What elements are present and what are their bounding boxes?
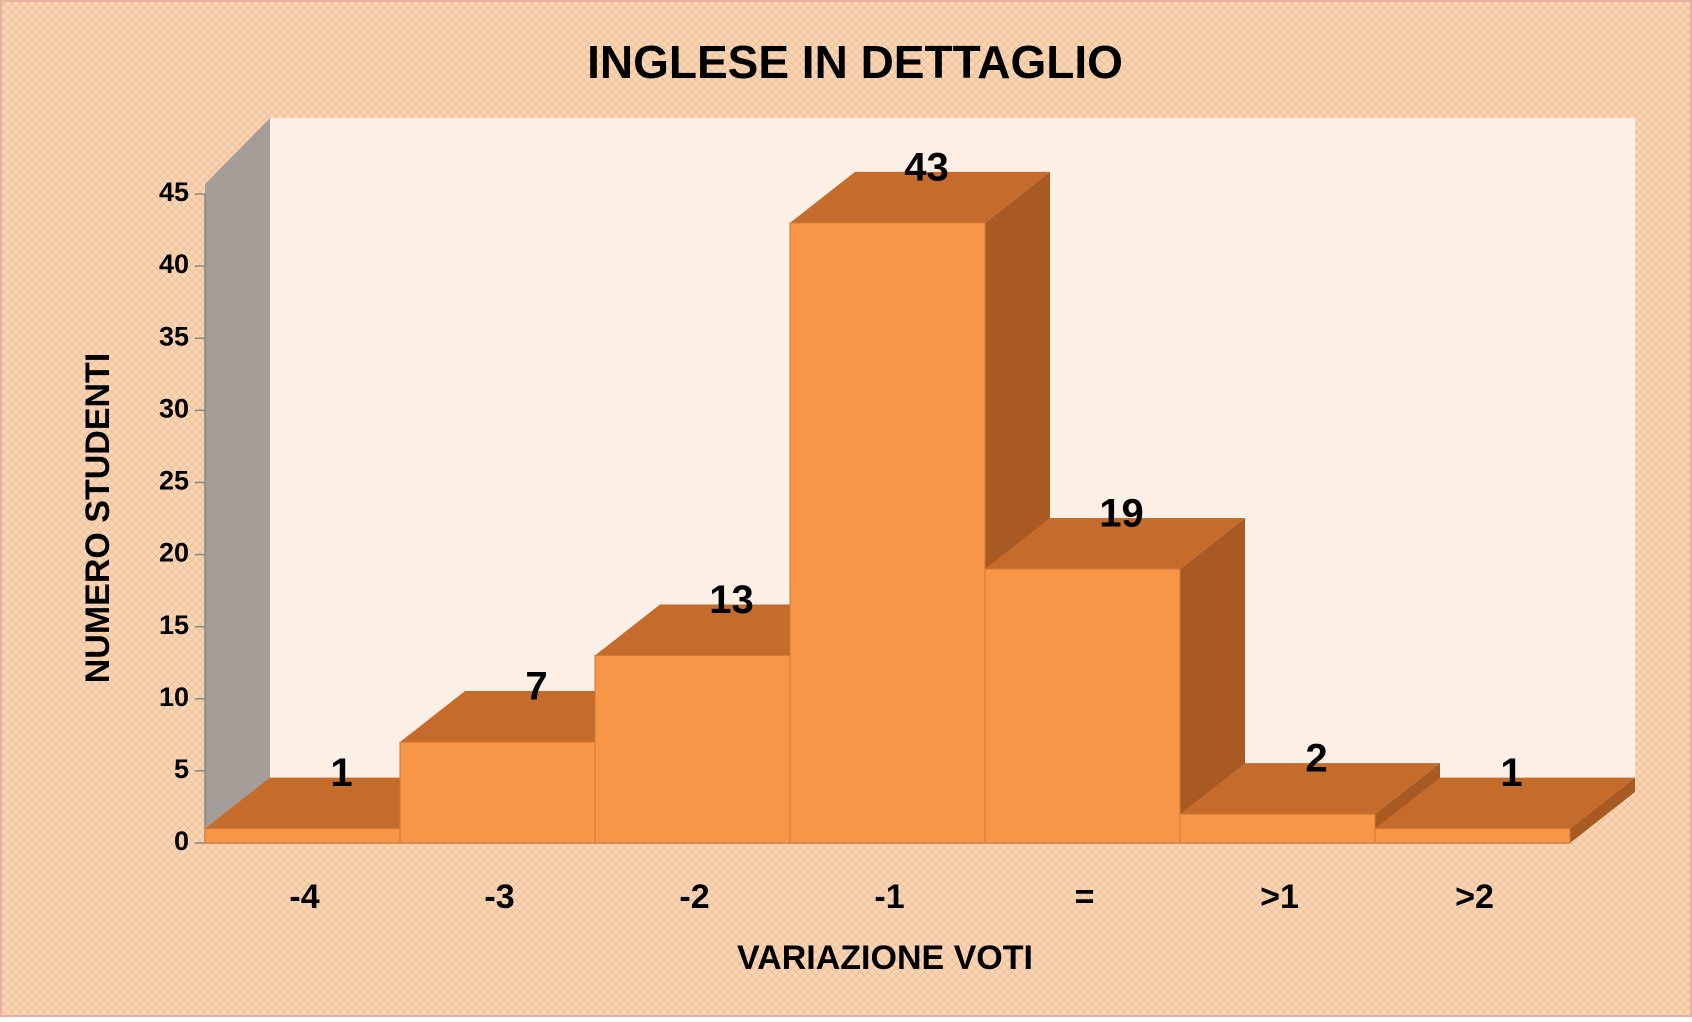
x-tick-label: = bbox=[1075, 878, 1095, 916]
data-label: 1 bbox=[330, 751, 352, 795]
y-tick-label: 0 bbox=[174, 826, 189, 856]
y-tick-label: 15 bbox=[159, 610, 189, 640]
bar-top bbox=[1180, 763, 1440, 815]
x-tick-label: -4 bbox=[289, 878, 319, 916]
y-tick-label: 35 bbox=[159, 321, 189, 351]
bar bbox=[399, 741, 596, 844]
y-tick-label: 5 bbox=[174, 754, 189, 784]
x-tick-label: -2 bbox=[679, 878, 709, 916]
bar-side bbox=[1570, 777, 1635, 843]
bar bbox=[984, 568, 1181, 844]
y-tick-label: 10 bbox=[159, 682, 189, 712]
data-label: 43 bbox=[904, 145, 949, 189]
x-tick-label: -3 bbox=[484, 878, 514, 916]
y-tick-label: 25 bbox=[159, 466, 189, 496]
data-label: 1 bbox=[1500, 751, 1522, 795]
data-label: 19 bbox=[1099, 492, 1144, 536]
bar bbox=[789, 222, 986, 844]
y-tick-label: 45 bbox=[159, 177, 189, 207]
x-axis-label: VARIAZIONE VOTI bbox=[737, 939, 1033, 977]
data-label: 2 bbox=[1305, 737, 1327, 781]
bar bbox=[1374, 828, 1571, 844]
bar-side bbox=[1180, 517, 1245, 843]
x-tick-label: >2 bbox=[1455, 878, 1494, 916]
bar bbox=[1179, 813, 1376, 844]
bar bbox=[204, 828, 401, 844]
bar-top bbox=[985, 517, 1245, 569]
y-axis-label: NUMERO STUDENTI bbox=[79, 353, 117, 684]
bar-top bbox=[1375, 777, 1635, 829]
bar-top bbox=[790, 171, 1050, 223]
x-tick-label: >1 bbox=[1260, 878, 1299, 916]
x-tick-label: -1 bbox=[874, 878, 904, 916]
y-tick-label: 40 bbox=[159, 249, 189, 279]
chart-title: INGLESE IN DETTAGLIO bbox=[587, 36, 1123, 88]
data-label: 13 bbox=[709, 578, 754, 622]
side-wall bbox=[205, 118, 270, 843]
y-tick-label: 20 bbox=[159, 538, 189, 568]
bar bbox=[594, 655, 791, 844]
data-label: 7 bbox=[525, 665, 547, 709]
y-tick-label: 30 bbox=[159, 393, 189, 423]
